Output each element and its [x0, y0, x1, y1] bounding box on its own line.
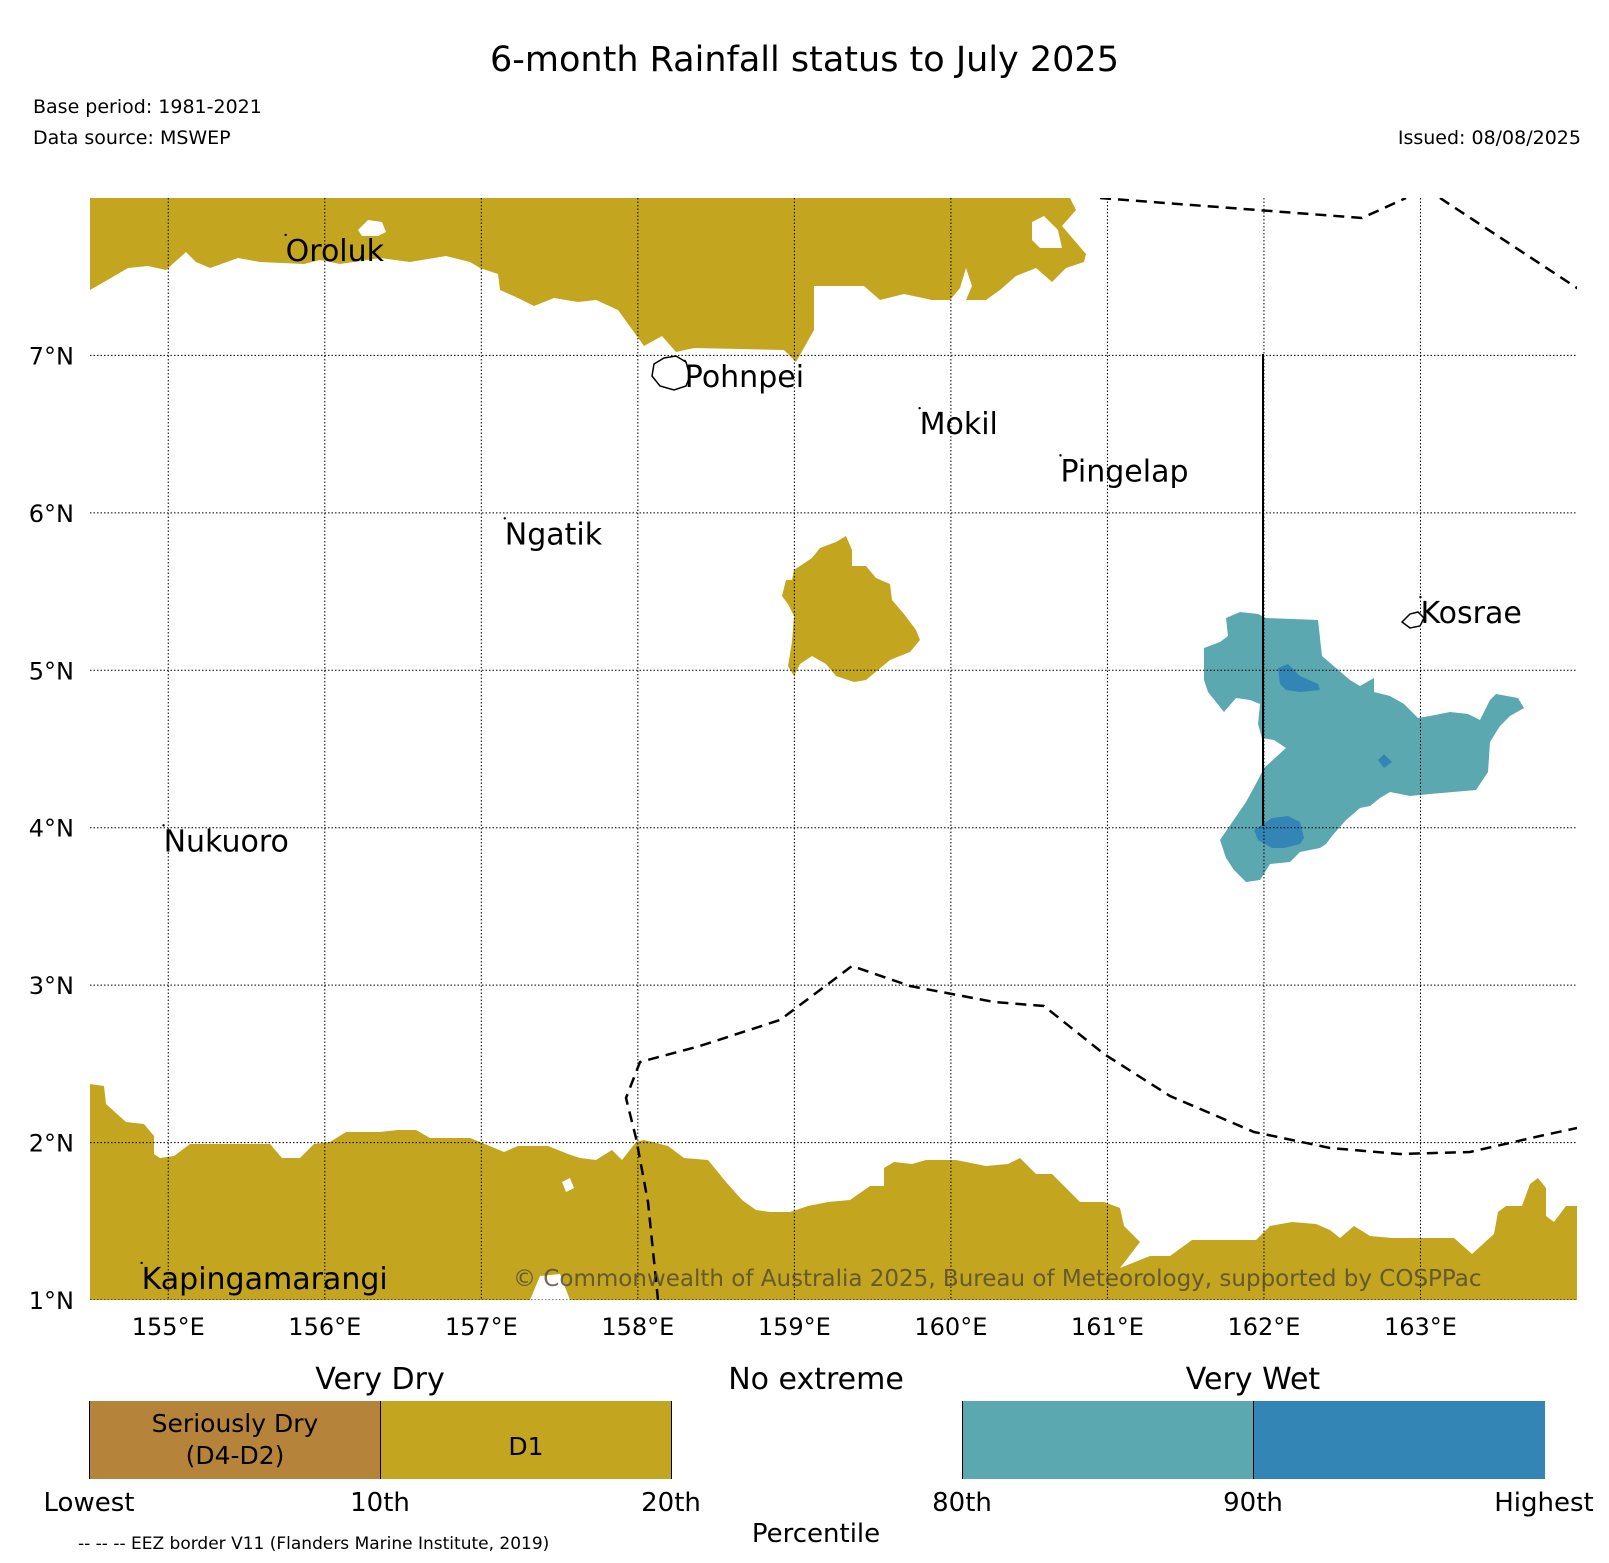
lat-tick-label: 1°N: [29, 1287, 74, 1315]
kosrae-island: [1400, 611, 1425, 629]
clear-patch-south: [530, 1274, 570, 1300]
place-label: Kapingamarangi: [142, 1262, 388, 1297]
legend-cell-label-d1: D1: [508, 1432, 544, 1461]
axis-tick-labels: 155°E 156°E 157°E 158°E 159°E 160°E 161°E 162°E…: [29, 342, 1457, 1341]
base-period: Base period: 1981-2021: [33, 96, 262, 118]
legend-category-very-dry: Very Dry: [315, 1362, 445, 1397]
clear-patch-north-b: [358, 220, 386, 236]
lon-tick-label: 157°E: [445, 1313, 518, 1341]
island-marker: [683, 359, 686, 363]
eez-border-north: [1099, 198, 1577, 290]
percentile-lowest: Lowest: [43, 1488, 135, 1518]
legend-axis-label: Percentile: [751, 1519, 881, 1549]
pohnpei-island: [651, 355, 691, 391]
page-title: 6-month Rainfall status to July 2025: [490, 40, 1119, 80]
island-marker: [1419, 595, 1422, 599]
clear-patch-south-b: [562, 1178, 574, 1192]
place-label: Kosrae: [1420, 596, 1521, 631]
legend-cell-d1: D1: [381, 1401, 672, 1479]
lat-tick-label: 7°N: [29, 342, 74, 370]
eez-border-south: [624, 964, 1577, 1300]
d1-region-central: [782, 536, 920, 682]
percentile-20th: 20th: [641, 1488, 701, 1518]
lon-tick-label: 155°E: [132, 1313, 205, 1341]
legend-cell-wet-80-90: [963, 1401, 1254, 1479]
clear-patch-north-a: [1032, 216, 1062, 248]
percentile-10th: 10th: [350, 1488, 410, 1518]
legend-cell-no-extreme: [672, 1401, 963, 1479]
data-source: Data source: MSWEP: [33, 127, 231, 149]
island-marker: [140, 1261, 143, 1265]
wet-region-east: [1204, 612, 1524, 882]
eez-note: -- -- -- EEZ border V11 (Flanders Marine…: [78, 1534, 550, 1554]
lon-tick-label: 159°E: [758, 1313, 831, 1341]
very-wet-patch-a: [1278, 664, 1320, 692]
very-wet-patch-c: [1254, 816, 1304, 848]
lat-tick-label: 5°N: [29, 657, 74, 685]
map-layers: Oroluk Pohnpei Mokil Pingelap Ngatik Kosrae Nu…: [90, 198, 1577, 1300]
lat-tick-label: 3°N: [29, 972, 74, 1000]
percentile-90th: 90th: [1223, 1488, 1283, 1518]
place-label: Ngatik: [505, 517, 603, 552]
issued-date: Issued: 08/08/2025: [1397, 127, 1581, 149]
eez-borders: [624, 198, 1577, 1300]
lon-tick-label: 156°E: [288, 1313, 361, 1341]
lat-tick-label: 2°N: [29, 1130, 74, 1158]
place-labels: Oroluk Pohnpei Mokil Pingelap Ngatik Kosrae Nu…: [140, 233, 1522, 1297]
island-marker: [918, 406, 921, 410]
copyright-note: © Commonwealth of Australia 2025, Bureau…: [513, 1266, 1482, 1292]
lat-tick-label: 4°N: [29, 815, 74, 843]
percentile-highest: Highest: [1494, 1488, 1594, 1518]
island-marker: [284, 233, 287, 237]
legend-category-very-wet: Very Wet: [1185, 1362, 1321, 1397]
lon-tick-label: 163°E: [1384, 1313, 1457, 1341]
place-label: Pohnpei: [685, 360, 804, 395]
legend-category-no-extreme: No extreme: [728, 1362, 904, 1397]
island-marker: [503, 517, 506, 520]
lon-tick-label: 162°E: [1227, 1313, 1300, 1341]
lon-tick-label: 160°E: [914, 1313, 987, 1341]
lon-tick-label: 161°E: [1071, 1313, 1144, 1341]
percentile-80th: 80th: [932, 1488, 992, 1518]
d1-region-north: [90, 198, 1086, 362]
lat-tick-label: 6°N: [29, 500, 74, 528]
legend-cell-seriously-dry: Seriously Dry (D4-D2): [90, 1401, 381, 1479]
island-marker: [162, 824, 165, 827]
place-label: Mokil: [920, 407, 998, 442]
very-wet-patch-b: [1378, 754, 1392, 768]
legend-cell-label-seriously-dry: Seriously Dry (D4-D2): [151, 1409, 319, 1470]
legend-cell-wet-90-plus: [1254, 1401, 1545, 1479]
island-marker: [1059, 454, 1062, 457]
place-label: Nukuoro: [164, 824, 289, 859]
place-label: Oroluk: [286, 234, 385, 269]
place-label: Pingelap: [1060, 454, 1188, 489]
lon-tick-label: 158°E: [601, 1313, 674, 1341]
d1-region-south: [90, 1084, 1577, 1300]
